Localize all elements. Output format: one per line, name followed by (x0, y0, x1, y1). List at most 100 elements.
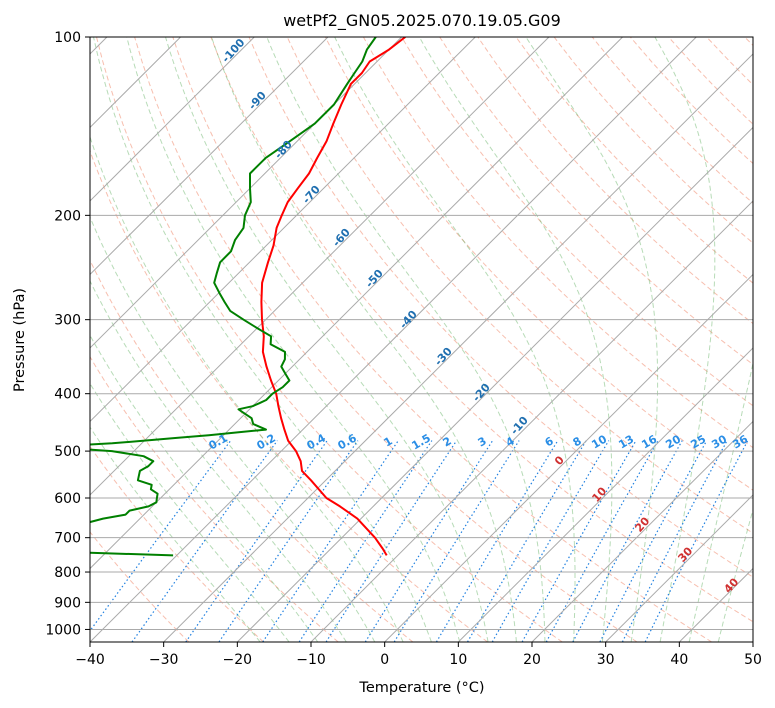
mixing-ratio-label: 16 (639, 432, 659, 451)
mixing-ratio-line (262, 440, 399, 642)
isotherm-line (457, 347, 753, 642)
mixing-ratio-line (325, 440, 458, 642)
dry-adiabat-label: -40 (397, 308, 420, 332)
y-tick-label: 800 (54, 565, 81, 581)
isotherm-line (90, 37, 623, 570)
grid-lines (90, 37, 753, 642)
dry-adiabat-label: -100 (219, 36, 247, 65)
y-axis-label: Pressure (hPa) (12, 288, 28, 392)
mixing-ratio-label: 8 (571, 434, 584, 449)
x-tick-label: −40 (75, 652, 105, 668)
mixing-ratio-label: 0.6 (336, 431, 360, 452)
moist-adiabat-line (717, 507, 753, 642)
y-tick-label: 400 (54, 387, 81, 403)
x-axis-label: Temperature (°C) (358, 680, 484, 696)
mixing-ratio-label: 0.2 (255, 431, 278, 452)
x-tick-label: −10 (296, 652, 326, 668)
moist-adiabat-line (525, 37, 659, 642)
y-tick-label: 200 (54, 208, 81, 224)
mixing-ratio-label: 1 (382, 434, 395, 449)
dry-adiabat-label: 0 (552, 453, 567, 468)
moist-adiabat-line (90, 135, 404, 642)
x-tick-label: 40 (670, 652, 688, 668)
sounding-traces (90, 37, 406, 557)
isotherm-line (310, 200, 753, 642)
dry-adiabat-line (324, 37, 753, 491)
isotherm-line (90, 37, 255, 202)
dry-adiabat-line (706, 37, 753, 86)
dry-adiabat-label: -70 (300, 183, 323, 207)
background-lines (90, 37, 753, 642)
moist-adiabat-line (90, 426, 261, 642)
mixing-ratio-label: 1.5 (410, 431, 433, 452)
mixing-ratio-line (545, 440, 659, 642)
dry-adiabat-line (96, 37, 563, 642)
mixing-ratio-line (185, 440, 328, 642)
mixing-ratio-line (364, 440, 494, 642)
x-tick-label: 10 (449, 652, 467, 668)
mixing-ratio-line (466, 440, 587, 642)
isotherm-line (605, 494, 753, 642)
x-tick-label: 20 (523, 652, 541, 668)
dry-adiabat-line (134, 37, 638, 642)
moist-adiabat-line (211, 37, 517, 642)
x-tick-label: 30 (597, 652, 615, 668)
y-axis-ticks: 100 200 300 400 500 600 700 800 900 1000 (45, 30, 90, 638)
dry-adiabat-label: -90 (246, 89, 269, 113)
moist-adiabat-line (90, 382, 290, 642)
isotherm-line (90, 37, 697, 642)
dry-adiabat-line (172, 37, 712, 642)
moist-adiabat-line (90, 334, 319, 642)
dry-adiabat-line (362, 37, 753, 449)
mixing-ratio-line (621, 440, 728, 642)
dry-adiabat-line (90, 149, 488, 642)
y-tick-label: 600 (54, 491, 81, 507)
dewpoint-trace (90, 37, 377, 557)
dry-adiabat-label: -50 (363, 267, 386, 291)
mixing-ratio-label: 25 (688, 433, 708, 452)
dry-adiabat-label: -10 (508, 414, 531, 438)
dry-adiabat-line (401, 37, 753, 407)
isotherm-line (90, 37, 402, 349)
dry-adiabat-label: 40 (721, 575, 741, 595)
dry-adiabat-label: -60 (330, 226, 353, 250)
x-tick-label: −20 (223, 652, 253, 668)
dry-adiabat-line (248, 37, 753, 578)
moist-adiabat-line (93, 37, 432, 642)
y-tick-label: 100 (54, 30, 81, 46)
dry-adiabat-line (439, 37, 753, 366)
isotherm-line (752, 641, 753, 642)
dry-adiabat-line (210, 37, 753, 623)
moist-adiabat-line (126, 37, 461, 642)
moist-adiabat-line (688, 361, 753, 642)
y-tick-label: 500 (54, 444, 81, 460)
plot-frame (89, 36, 754, 643)
isotherm-line (90, 37, 329, 276)
dry-adiabat-line (744, 37, 753, 47)
moist-adiabat-line (165, 37, 489, 642)
chart-title: wetPf2_GN05.2025.070.19.05.G09 (283, 11, 561, 31)
mixing-ratio-line (131, 440, 278, 642)
dry-adiabat-label: -20 (470, 381, 493, 405)
isotherm-line (236, 126, 753, 642)
mixing-ratio-line (218, 440, 359, 642)
dry-adiabat-line (90, 259, 414, 642)
dry-adiabat-line (477, 37, 753, 325)
mixing-ratio-label: 0.4 (305, 431, 329, 452)
dry-adiabat-line (553, 37, 753, 244)
mixing-ratio-line (393, 440, 520, 642)
isotherm-line (163, 53, 753, 642)
isotherm-line (90, 37, 550, 496)
temperature-trace (260, 37, 406, 556)
x-tick-label: −30 (149, 652, 179, 668)
x-tick-label: 50 (744, 652, 762, 668)
isotherm-line (678, 567, 753, 642)
isotherm-line (384, 273, 753, 642)
y-tick-label: 700 (54, 531, 81, 547)
dry-adiabat-line (90, 531, 190, 642)
dry-adiabat-label: -80 (272, 138, 295, 162)
mixing-ratio-label: 6 (543, 434, 556, 449)
dry-adiabat-label: 10 (589, 484, 609, 504)
moist-adiabat-line (654, 37, 716, 642)
mixing-ratio-line (644, 440, 749, 642)
